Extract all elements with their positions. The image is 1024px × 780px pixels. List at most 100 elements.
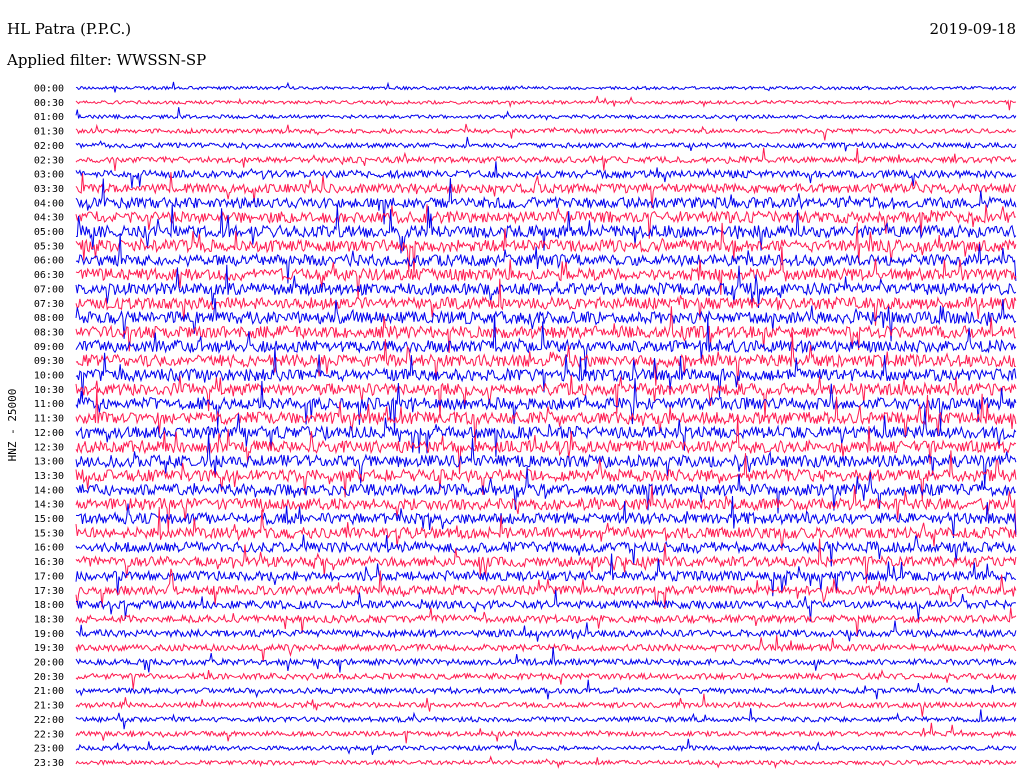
date-label: 2019-09-18 [929, 20, 1016, 38]
trace-row [75, 568, 1017, 610]
row-time-label: 04:30 [34, 213, 64, 224]
row-time-label: 06:30 [34, 270, 64, 281]
trace-row [75, 107, 1017, 122]
trace-row [75, 306, 1016, 354]
row-time-label: 15:30 [34, 528, 64, 539]
trace-row [75, 450, 1017, 500]
trace-rows: 00:00 00:30 01:00 01:30 02:00 02:30 03:00 03:30… [34, 81, 1017, 770]
row-time-label: 19:30 [34, 643, 64, 654]
trace-row [75, 433, 1017, 487]
trace-row [75, 81, 1017, 93]
row-time-label: 05:00 [34, 227, 64, 238]
trace-row [75, 679, 1017, 700]
row-time-label: 06:00 [34, 256, 64, 267]
row-time-label: 10:00 [34, 371, 64, 382]
row-time-label: 13:00 [34, 457, 64, 468]
trace-row [75, 495, 1017, 538]
row-time-label: 09:30 [34, 356, 64, 367]
station-title: HL Patra (P.P.C.) [7, 20, 132, 38]
row-time-label: 07:00 [34, 284, 64, 295]
trace-row [75, 332, 1016, 386]
trace-row [75, 204, 1017, 239]
trace-row [75, 347, 1017, 399]
row-time-label: 00:30 [34, 98, 64, 109]
trace-row [75, 407, 1017, 457]
row-time-label: 11:00 [34, 399, 64, 410]
trace-row [75, 204, 1017, 254]
trace-row [75, 722, 1017, 744]
row-time-label: 16:00 [34, 543, 64, 554]
trace-row [75, 534, 1017, 567]
trace-row [75, 298, 1017, 342]
filter-label: Applied filter: WWSSN-SP [7, 51, 207, 69]
trace-row [75, 485, 1017, 534]
row-time-label: 12:00 [34, 428, 64, 439]
trace-row [75, 278, 1017, 326]
trace-row [75, 589, 1017, 622]
row-time-label: 01:30 [34, 127, 64, 138]
row-time-label: 18:00 [34, 600, 64, 611]
row-time-label: 08:30 [34, 327, 64, 338]
trace-row [75, 417, 1017, 475]
row-time-label: 15:00 [34, 514, 64, 525]
trace-row [75, 95, 1016, 111]
trace-row [75, 755, 1017, 770]
row-time-label: 23:00 [34, 744, 64, 755]
row-time-label: 17:00 [34, 571, 64, 582]
trace-row [75, 123, 1017, 141]
trace-row [75, 506, 1017, 551]
row-time-label: 13:30 [34, 471, 64, 482]
trace-row [75, 246, 1017, 299]
row-time-label: 20:00 [34, 658, 64, 669]
row-time-label: 02:00 [34, 141, 64, 152]
trace-row [75, 607, 1017, 637]
row-time-label: 16:30 [34, 557, 64, 568]
trace-row [75, 738, 1017, 755]
row-time-label: 00:00 [34, 84, 64, 95]
row-time-label: 22:30 [34, 729, 64, 740]
row-time-label: 03:00 [34, 170, 64, 181]
trace-row [75, 374, 1017, 419]
trace-row [75, 553, 1017, 597]
trace-row [75, 136, 1017, 152]
row-time-label: 04:00 [34, 198, 64, 209]
row-time-label: 19:00 [34, 629, 64, 640]
trace-row [75, 264, 1017, 309]
row-time-label: 12:30 [34, 442, 64, 453]
row-time-label: 08:00 [34, 313, 64, 324]
row-time-label: 10:30 [34, 385, 64, 396]
row-time-label: 09:00 [34, 342, 64, 353]
trace-row [75, 620, 1017, 642]
row-time-label: 07:30 [34, 299, 64, 310]
trace-row [75, 313, 1017, 374]
row-time-label: 21:00 [34, 686, 64, 697]
trace-row [75, 222, 1017, 274]
trace-row [75, 647, 1017, 673]
trace-row [75, 233, 1017, 284]
trace-row [75, 693, 1017, 717]
row-time-label: 05:30 [34, 241, 64, 252]
trace-row [75, 669, 1017, 690]
row-time-label: 02:30 [34, 155, 64, 166]
row-time-label: 18:30 [34, 614, 64, 625]
trace-row [75, 147, 1017, 172]
trace-row [75, 538, 1017, 584]
row-time-label: 14:30 [34, 500, 64, 511]
trace-row [75, 466, 1017, 514]
row-time-label: 22:00 [34, 715, 64, 726]
row-time-label: 01:00 [34, 112, 64, 123]
row-time-label: 20:30 [34, 672, 64, 683]
trace-row [75, 634, 1017, 662]
row-time-label: 21:30 [34, 701, 64, 712]
row-time-label: 14:00 [34, 485, 64, 496]
trace-row [75, 172, 1017, 209]
row-time-label: 23:30 [34, 758, 64, 769]
trace-row [75, 708, 1017, 730]
row-time-label: 03:30 [34, 184, 64, 195]
y-axis-label: HNZ - 25000 [6, 389, 19, 462]
row-time-label: 17:30 [34, 586, 64, 597]
row-time-label: 11:30 [34, 414, 64, 425]
trace-row [75, 178, 1017, 225]
trace-row [75, 388, 1017, 447]
